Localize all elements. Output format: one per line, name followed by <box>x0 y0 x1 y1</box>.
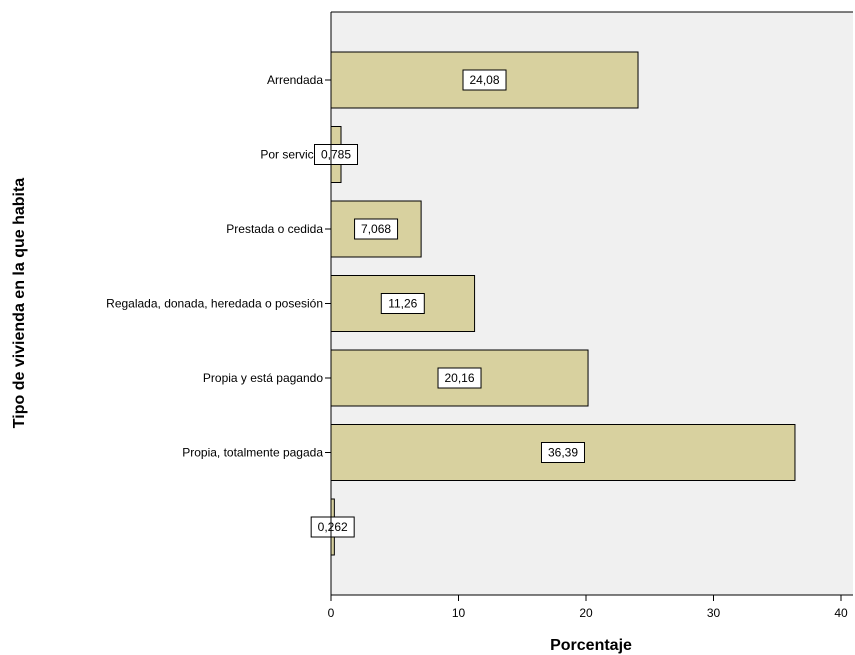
data-label: 36,39 <box>548 446 578 460</box>
data-label: 0,262 <box>318 520 348 534</box>
x-tick-label: 30 <box>707 606 721 620</box>
category-label: Propia y está pagando <box>203 371 323 385</box>
data-label: 11,26 <box>388 297 417 311</box>
data-labels-group: 24,08 0,785 7,068 11,26 20,16 36,39 0,262 <box>310 69 585 538</box>
category-label: Prestada o cedida <box>226 222 323 236</box>
x-axis-title: Porcentaje <box>550 637 632 654</box>
x-axis: 0 10 20 30 40 <box>328 594 853 620</box>
category-label: Regalada, donada, heredada o posesión <box>106 297 323 311</box>
category-label: Propia, totalmente pagada <box>182 446 323 460</box>
data-label-box <box>314 144 359 165</box>
x-tick-label: 10 <box>452 606 466 620</box>
data-label-box <box>437 367 482 389</box>
category-label: Arrendada <box>267 73 323 87</box>
x-tick-label: 20 <box>579 606 593 620</box>
data-label-box <box>380 293 425 314</box>
data-label: 20,16 <box>445 371 475 385</box>
bar <box>330 200 422 258</box>
category-labels-group: Arrendada Por servicio Prestada o cedida Re… <box>106 73 331 528</box>
x-tick-label: 0 <box>328 606 335 620</box>
data-label-box <box>540 442 585 463</box>
data-label-box <box>354 218 399 240</box>
y-axis-title: Tipo de vivienda en la que habita <box>11 178 28 429</box>
data-label: 7,068 <box>361 222 391 236</box>
data-label-box <box>310 516 355 538</box>
category-label: Por servicio <box>260 148 323 162</box>
data-label: 24,08 <box>469 73 499 87</box>
data-label: 0,785 <box>321 148 351 162</box>
x-tick-label: 40 <box>834 606 848 620</box>
data-label-box <box>462 69 507 91</box>
